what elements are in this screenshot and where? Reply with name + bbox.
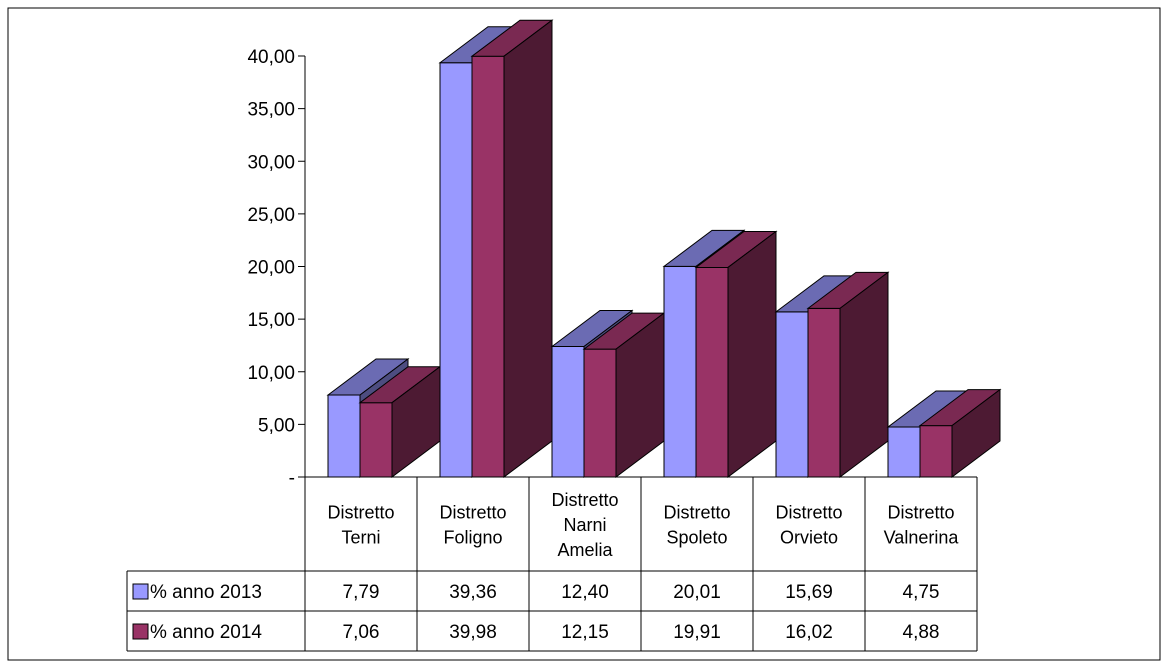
y-tick-label: 30,00 (247, 152, 295, 173)
y-tick-label: 10,00 (247, 363, 295, 384)
y-tick-label: 40,00 (247, 47, 295, 68)
bar-2014 (806, 271, 890, 478)
bar-2014 (582, 312, 666, 478)
y-tick-label: - (289, 468, 295, 489)
bar-front (775, 311, 809, 478)
bar-front (439, 62, 473, 478)
bar-front (551, 345, 585, 478)
category-label-line: Narni (563, 515, 606, 535)
category-label-line: Amelia (557, 540, 613, 560)
category-label-line: Distretto (663, 503, 730, 523)
bar-side (951, 388, 1001, 478)
bar-front (887, 426, 921, 478)
bar-front (663, 265, 697, 478)
bar-2014 (694, 230, 778, 478)
data-label: 4,75 (903, 582, 940, 603)
data-label: 39,36 (449, 582, 497, 603)
data-label: 15,69 (785, 582, 833, 603)
category-label-line: Orvieto (780, 528, 838, 548)
category-label: Distretto Valnerina (884, 503, 960, 548)
data-label: 16,02 (785, 622, 833, 643)
y-tick-label: 5,00 (258, 415, 295, 436)
y-tick-label: 35,00 (247, 100, 295, 121)
category-label-line: Distretto (887, 503, 954, 523)
bar-front (807, 307, 841, 478)
bar-front (359, 402, 393, 478)
bar-2014 (918, 388, 1002, 478)
data-label: 19,91 (673, 622, 721, 643)
data-label: 12,15 (561, 622, 609, 643)
category-label-line: Distretto (327, 503, 394, 523)
y-tick-label: 15,00 (247, 310, 295, 331)
data-label: 39,98 (449, 622, 497, 643)
data-label: 7,79 (343, 582, 380, 603)
category-label-line: Distretto (775, 503, 842, 523)
legend-key-2014 (132, 623, 149, 640)
bar-side (727, 230, 777, 478)
data-label: 7,06 (343, 622, 380, 643)
y-tick-label: 20,00 (247, 258, 295, 279)
category-label: Distretto Terni (327, 503, 394, 548)
y-tick-label: 25,00 (247, 205, 295, 226)
data-label: 12,40 (561, 582, 609, 603)
bar-2014 (358, 365, 442, 478)
data-label: 20,01 (673, 582, 721, 603)
category-label-line: Terni (341, 528, 380, 548)
data-label: 4,88 (903, 622, 940, 643)
category-label-line: Valnerina (884, 528, 960, 548)
category-label-line: Distretto (551, 490, 618, 510)
category-label-line: Foligno (443, 528, 502, 548)
category-label: Distretto Narni Amelia (551, 490, 618, 560)
legend-key-2013 (132, 583, 149, 600)
bar-side (503, 19, 553, 478)
category-label: Distretto Spoleto (663, 503, 730, 548)
category-label-line: Spoleto (666, 528, 727, 548)
legend-label: % anno 2014 (150, 622, 262, 643)
legend-label: % anno 2013 (150, 582, 262, 603)
bar-side (839, 271, 889, 478)
bar-front (695, 266, 729, 478)
category-label: Distretto Orvieto (775, 503, 842, 548)
category-label-line: Distretto (439, 503, 506, 523)
bar-front (919, 425, 953, 478)
bar-front (327, 394, 361, 478)
category-label: Distretto Foligno (439, 503, 506, 548)
bar-2014 (470, 19, 554, 478)
bar-front (583, 348, 617, 478)
bar-front (471, 55, 505, 478)
